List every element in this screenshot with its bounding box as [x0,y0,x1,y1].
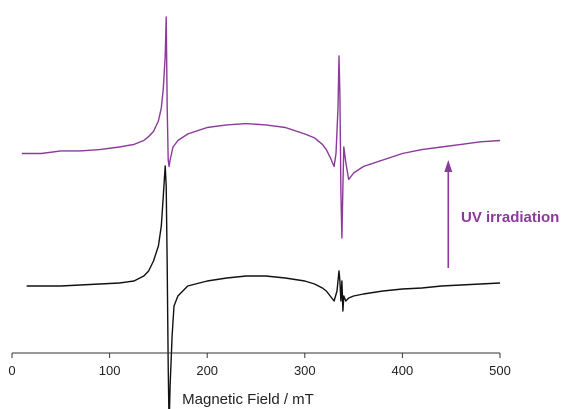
x-tick-label: 100 [99,363,121,378]
x-axis-ticks: 0 100 200 300 400 500 [8,353,511,378]
x-tick-label: 400 [392,363,414,378]
spectrum-trace-2 [26,165,501,409]
annotation-label: UV irradiation [461,209,559,226]
x-tick-label: 300 [294,363,316,378]
x-tick-label: 500 [489,363,511,378]
x-axis-title: Magnetic Field / mT [182,391,314,408]
arrow-head-icon [444,160,453,172]
plot-area [21,16,501,409]
uv-irradiation-annotation: UV irradiation [444,160,559,268]
spectrum-trace-1 [21,16,501,239]
x-tick-label: 0 [8,363,15,378]
x-tick-label: 200 [196,363,218,378]
